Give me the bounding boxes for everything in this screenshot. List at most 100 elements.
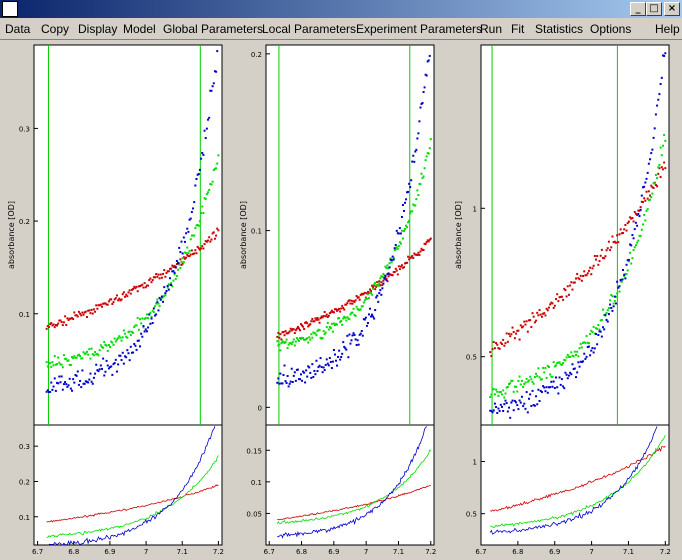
green-data-point xyxy=(313,332,316,335)
menu-data[interactable]: Data xyxy=(5,22,31,36)
menu-statistics[interactable]: Statistics xyxy=(535,22,584,36)
red-data-point xyxy=(419,250,422,253)
red-data-point xyxy=(400,264,403,267)
red-data-point xyxy=(164,275,167,278)
x-tick-label: 7 xyxy=(589,548,593,556)
green-data-point xyxy=(289,342,292,345)
green-data-point xyxy=(571,354,574,357)
green-data-point xyxy=(411,210,414,213)
blue-data-point xyxy=(636,224,639,227)
menu-options[interactable]: Options xyxy=(590,22,632,36)
red-data-point xyxy=(330,309,333,312)
blue-data-point xyxy=(297,378,300,381)
minimize-button[interactable]: _ xyxy=(630,2,646,16)
blue-data-point xyxy=(600,335,603,338)
menu-display[interactable]: Display xyxy=(78,22,118,36)
red-data-point xyxy=(532,315,535,318)
green-data-point xyxy=(516,390,519,393)
blue-data-point xyxy=(133,343,136,346)
blue-data-point xyxy=(496,411,499,414)
blue-data-point xyxy=(524,407,527,410)
red-data-point xyxy=(572,281,575,284)
maximize-button[interactable]: □ xyxy=(646,2,662,16)
menu-experiment-parameters[interactable]: Experiment Parameters xyxy=(356,22,483,36)
green-data-point xyxy=(71,356,74,359)
green-residual-line xyxy=(490,434,666,529)
red-data-point xyxy=(355,295,358,298)
red-data-point xyxy=(350,299,353,302)
red-data-point xyxy=(73,311,76,314)
menu-local-parameters[interactable]: Local Parameters xyxy=(262,22,357,36)
menu-help[interactable]: Help xyxy=(655,22,680,36)
blue-data-point xyxy=(382,282,385,285)
red-data-point xyxy=(518,338,521,341)
red-data-point xyxy=(183,257,186,260)
red-data-point xyxy=(314,317,317,320)
blue-data-point xyxy=(589,354,592,357)
red-data-point xyxy=(185,256,188,259)
plot-area: absorbance [OD]0.10.20.30.10.20.36.7 6.8 6… xyxy=(7,44,671,556)
green-data-point xyxy=(363,299,366,302)
menu-fit[interactable]: Fit xyxy=(511,22,525,36)
blue-data-point xyxy=(152,307,155,310)
y-axis-label: absorbance [OD] xyxy=(454,201,463,269)
green-data-point xyxy=(92,354,95,357)
blue-data-point xyxy=(80,386,83,389)
red-data-point xyxy=(614,241,617,244)
green-data-point xyxy=(88,348,91,351)
menu-model[interactable]: Model xyxy=(123,22,156,36)
green-data-point xyxy=(657,166,660,169)
menu-copy[interactable]: Copy xyxy=(41,22,70,36)
blue-data-point xyxy=(401,204,404,207)
red-data-point xyxy=(414,253,417,256)
green-data-point xyxy=(647,199,650,202)
blue-data-point xyxy=(619,279,622,282)
green-data-point xyxy=(286,346,289,349)
menu-global-parameters[interactable]: Global Parameters xyxy=(163,22,264,36)
red-data-point xyxy=(380,281,383,284)
green-data-point xyxy=(603,313,606,316)
green-data-point xyxy=(73,355,76,358)
red-data-point xyxy=(392,271,395,274)
red-data-point xyxy=(83,311,86,314)
blue-data-point xyxy=(118,354,121,357)
blue-data-point xyxy=(173,271,176,274)
blue-data-point xyxy=(630,244,633,247)
blue-data-point xyxy=(418,120,421,123)
green-data-point xyxy=(643,213,646,216)
red-data-point xyxy=(213,237,216,240)
green-data-point xyxy=(45,361,48,364)
red-data-point xyxy=(387,275,390,278)
green-data-point xyxy=(589,332,592,335)
green-data-point xyxy=(285,338,288,341)
red-data-point xyxy=(591,267,594,270)
red-data-point xyxy=(173,264,176,267)
green-data-point xyxy=(331,330,334,333)
blue-data-point xyxy=(530,404,533,407)
close-button[interactable]: × xyxy=(664,2,680,16)
blue-data-point xyxy=(610,306,613,309)
blue-data-point xyxy=(213,70,216,73)
x-tick-label: 6.8 xyxy=(296,548,307,556)
blue-data-point xyxy=(409,186,412,189)
red-data-point xyxy=(339,310,342,313)
blue-data-point xyxy=(376,294,379,297)
blue-data-point xyxy=(306,375,309,378)
green-data-point xyxy=(105,344,108,347)
menu-run[interactable]: Run xyxy=(480,22,503,36)
green-data-point xyxy=(524,381,527,384)
red-data-point xyxy=(527,319,530,322)
red-data-point xyxy=(149,277,152,280)
green-data-point xyxy=(513,385,516,388)
red-data-point xyxy=(359,293,362,296)
green-data-point xyxy=(428,147,431,150)
blue-data-point xyxy=(629,243,632,246)
red-data-point xyxy=(611,235,614,238)
green-data-point xyxy=(158,305,161,308)
blue-data-point xyxy=(121,351,124,354)
blue-data-point xyxy=(110,365,113,368)
red-data-point xyxy=(413,252,416,255)
green-data-point xyxy=(401,237,404,240)
red-data-point xyxy=(110,298,113,301)
green-data-point xyxy=(658,164,661,167)
